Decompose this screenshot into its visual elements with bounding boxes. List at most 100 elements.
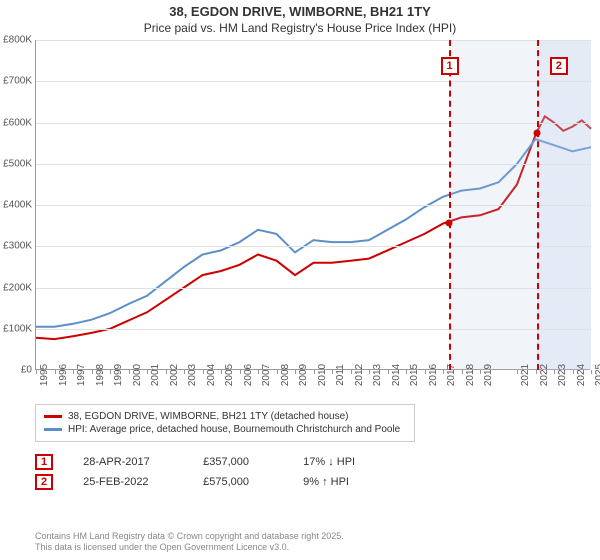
title-address: 38, EGDON DRIVE, WIMBORNE, BH21 1TY [0, 4, 600, 19]
chart-area: £0£100K£200K£300K£400K£500K£600K£700K£80… [35, 40, 590, 390]
y-axis-label: £400K [3, 200, 32, 211]
transaction-num-badge: 1 [35, 454, 53, 470]
y-gridline [36, 164, 591, 165]
legend-box: 38, EGDON DRIVE, WIMBORNE, BH21 1TY (det… [35, 404, 415, 442]
x-axis-label: 2014 [391, 364, 402, 386]
x-axis-label: 2008 [280, 364, 291, 386]
x-axis-label: 2002 [169, 364, 180, 386]
arrow-icon: ↑ [322, 476, 328, 488]
marker-callout: 1 [441, 57, 459, 75]
x-tick [55, 370, 56, 374]
x-tick [406, 370, 407, 374]
marker-vline [537, 40, 539, 370]
y-axis-label: £500K [3, 158, 32, 169]
legend-row-series1: 38, EGDON DRIVE, WIMBORNE, BH21 1TY (det… [44, 411, 406, 422]
legend-row-series2: HPI: Average price, detached house, Bour… [44, 424, 406, 435]
x-tick [332, 370, 333, 374]
marker-dot [534, 129, 541, 136]
transaction-rows: 128-APR-2017£357,00017% ↓ HPI225-FEB-202… [35, 450, 355, 494]
title-block: 38, EGDON DRIVE, WIMBORNE, BH21 1TY Pric… [0, 0, 600, 37]
y-gridline [36, 288, 591, 289]
x-tick [443, 370, 444, 374]
y-axis-label: £200K [3, 282, 32, 293]
legend-label-2: HPI: Average price, detached house, Bour… [68, 424, 400, 435]
plot: £0£100K£200K£300K£400K£500K£600K£700K£80… [35, 40, 590, 370]
x-tick [147, 370, 148, 374]
x-axis-label: 2021 [520, 364, 531, 386]
x-axis-label: 2000 [132, 364, 143, 386]
y-axis-label: £300K [3, 241, 32, 252]
y-gridline [36, 329, 591, 330]
footer-line2: This data is licensed under the Open Gov… [35, 542, 344, 554]
x-tick [295, 370, 296, 374]
x-axis-label: 2019 [483, 364, 494, 386]
x-axis-label: 2009 [298, 364, 309, 386]
transaction-price: £575,000 [203, 476, 273, 488]
y-axis-label: £700K [3, 76, 32, 87]
x-tick [480, 370, 481, 374]
legend-swatch-2 [44, 428, 62, 431]
x-tick [425, 370, 426, 374]
x-axis-label: 2024 [576, 364, 587, 386]
x-tick [184, 370, 185, 374]
transaction-date: 28-APR-2017 [83, 456, 173, 468]
x-axis-label: 2003 [187, 364, 198, 386]
marker-dot [445, 219, 452, 226]
x-tick [110, 370, 111, 374]
x-tick [369, 370, 370, 374]
x-axis-label: 2004 [206, 364, 217, 386]
y-axis-label: £0 [21, 365, 32, 376]
arrow-icon: ↓ [328, 456, 334, 468]
transaction-pct: 17% ↓ HPI [303, 456, 355, 468]
transaction-date: 25-FEB-2022 [83, 476, 173, 488]
marker-callout: 2 [550, 57, 568, 75]
x-axis-label: 2010 [317, 364, 328, 386]
x-axis-label: 1998 [95, 364, 106, 386]
y-gridline [36, 40, 591, 41]
x-axis-label: 1995 [39, 364, 50, 386]
marker-vline [449, 40, 451, 370]
y-axis-label: £600K [3, 117, 32, 128]
transaction-row: 128-APR-2017£357,00017% ↓ HPI [35, 454, 355, 470]
footer-line1: Contains HM Land Registry data © Crown c… [35, 531, 344, 543]
x-tick [36, 370, 37, 374]
footer: Contains HM Land Registry data © Crown c… [35, 531, 344, 554]
x-axis-label: 2006 [243, 364, 254, 386]
legend-swatch-1 [44, 415, 62, 418]
x-tick [536, 370, 537, 374]
x-axis-label: 2012 [354, 364, 365, 386]
x-axis-label: 2016 [428, 364, 439, 386]
x-axis-label: 2011 [335, 364, 346, 386]
chart-container: 38, EGDON DRIVE, WIMBORNE, BH21 1TY Pric… [0, 0, 600, 560]
x-axis-label: 1996 [58, 364, 69, 386]
x-tick [517, 370, 518, 374]
y-axis-label: £800K [3, 35, 32, 46]
x-tick [129, 370, 130, 374]
x-tick [554, 370, 555, 374]
x-tick [277, 370, 278, 374]
x-tick [166, 370, 167, 374]
x-tick [314, 370, 315, 374]
x-axis-label: 2022 [539, 364, 550, 386]
x-axis-label: 1999 [113, 364, 124, 386]
transaction-pct: 9% ↑ HPI [303, 476, 349, 488]
y-gridline [36, 123, 591, 124]
x-tick [591, 370, 592, 374]
x-tick [573, 370, 574, 374]
x-tick [73, 370, 74, 374]
x-axis-label: 2001 [150, 364, 161, 386]
x-tick [92, 370, 93, 374]
y-gridline [36, 246, 591, 247]
y-gridline [36, 81, 591, 82]
x-axis-label: 1997 [76, 364, 87, 386]
x-axis-label: 2025 [594, 364, 600, 386]
y-axis-label: £100K [3, 323, 32, 334]
x-axis-label: 2015 [409, 364, 420, 386]
x-tick [221, 370, 222, 374]
legend-label-1: 38, EGDON DRIVE, WIMBORNE, BH21 1TY (det… [68, 411, 348, 422]
transaction-row: 225-FEB-2022£575,0009% ↑ HPI [35, 474, 355, 490]
x-axis-label: 2023 [557, 364, 568, 386]
x-tick [240, 370, 241, 374]
x-axis-label: 2005 [224, 364, 235, 386]
title-subtitle: Price paid vs. HM Land Registry's House … [0, 21, 600, 35]
